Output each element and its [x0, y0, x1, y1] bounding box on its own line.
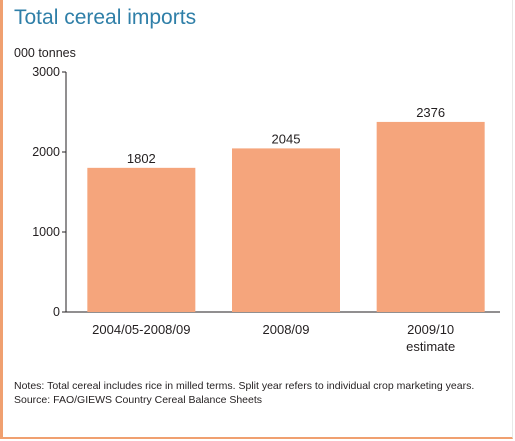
y-tick-label: 2000	[32, 145, 60, 159]
x-category-label: 2008/09	[263, 322, 310, 337]
chart-title: Total cereal imports	[14, 6, 197, 29]
bar-value-label: 1802	[127, 151, 156, 166]
notes-text: Notes: Total cereal includes rice in mil…	[14, 380, 475, 392]
bar	[87, 167, 196, 312]
bar-value-label: 2376	[416, 105, 445, 120]
x-category-label: 2004/05-2008/09	[92, 322, 190, 337]
source-text: Source: FAO/GIEWS Country Cereal Balance…	[14, 394, 263, 406]
bar	[232, 148, 340, 312]
y-tick-label: 1000	[32, 225, 60, 239]
y-tick-label: 3000	[32, 65, 60, 79]
bar-value-label: 2045	[272, 131, 301, 146]
bar	[376, 121, 485, 312]
x-category-label: estimate	[406, 339, 455, 354]
y-axis-unit-label: 000 tonnes	[14, 46, 76, 60]
chart-notes: Notes: Total cereal includes rice in mil…	[14, 379, 504, 407]
x-category-label: 2009/10	[407, 322, 454, 337]
y-tick-label: 0	[53, 305, 60, 319]
